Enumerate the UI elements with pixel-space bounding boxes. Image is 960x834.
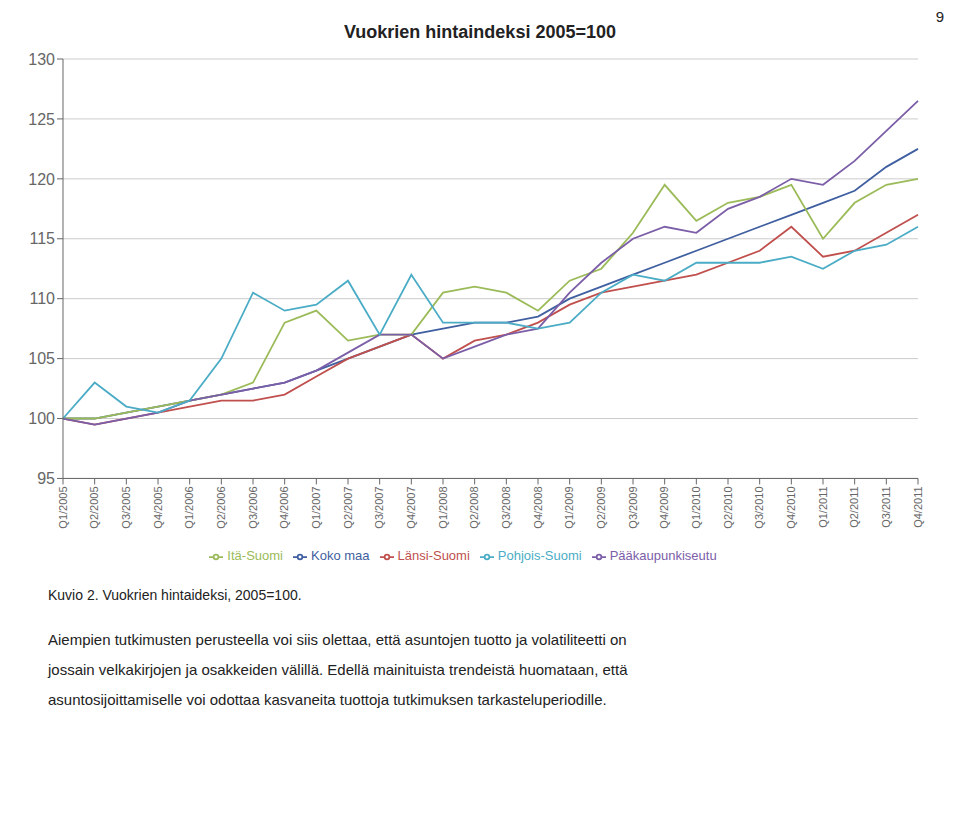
html-text:Kuvio 2. Vuokrien hintaideksi,: Kuvio 2. Vuokrien hintaideksi, 2005=100. xyxy=(48,587,302,603)
svg-text:110: 110 xyxy=(29,290,55,307)
html-text:Länsi-Suomi: Länsi-Suomi xyxy=(397,548,470,564)
svg-text:Q1/2010: Q1/2010 xyxy=(690,486,702,528)
svg-text:Q4/2008: Q4/2008 xyxy=(532,486,544,528)
svg-text:Q4/2007: Q4/2007 xyxy=(405,486,417,528)
svg-text:Q1/2008: Q1/2008 xyxy=(437,486,449,528)
html-text:Itä-Suomi: Itä-Suomi xyxy=(227,548,283,564)
svg-text:Q1/2009: Q1/2009 xyxy=(563,486,575,528)
svg-text:Q4/2011: Q4/2011 xyxy=(912,486,924,527)
svg-text:105: 105 xyxy=(28,350,55,367)
svg-text:Q2/2005: Q2/2005 xyxy=(88,486,100,528)
svg-text:95: 95 xyxy=(37,470,55,487)
html-text:Pääkaupunkiseutu: Pääkaupunkiseutu xyxy=(609,548,717,564)
svg-text:Q3/2006: Q3/2006 xyxy=(247,486,259,528)
svg-text:Q4/2009: Q4/2009 xyxy=(658,486,670,528)
svg-text:Q3/2008: Q3/2008 xyxy=(500,486,512,528)
svg-text:Q2/2011: Q2/2011 xyxy=(848,486,860,527)
svg-text:Q3/2010: Q3/2010 xyxy=(753,486,765,528)
html-text:Vuokrien hintaindeksi 2005=100: Vuokrien hintaindeksi 2005=100 xyxy=(344,22,616,42)
svg-text:Q2/2007: Q2/2007 xyxy=(342,486,354,528)
svg-text:130: 130 xyxy=(28,51,55,68)
svg-text:Q1/2011: Q1/2011 xyxy=(817,486,829,527)
html-text:Pohjois-Suomi: Pohjois-Suomi xyxy=(497,548,582,564)
svg-text:Q1/2007: Q1/2007 xyxy=(310,486,322,528)
svg-text:120: 120 xyxy=(28,171,55,188)
svg-text:Q2/2010: Q2/2010 xyxy=(722,486,734,528)
html-text:Koko maa: Koko maa xyxy=(311,548,370,564)
svg-text:Q2/2008: Q2/2008 xyxy=(468,486,480,528)
svg-text:Q3/2009: Q3/2009 xyxy=(627,486,639,528)
html-text:asuntosijoittamiselle voi odot: asuntosijoittamiselle voi odottaa kasvan… xyxy=(48,691,607,708)
svg-text:Q4/2010: Q4/2010 xyxy=(785,486,797,528)
html-text:jossain velkakirjojen ja osakk: jossain velkakirjojen ja osakkeiden väli… xyxy=(48,661,628,678)
svg-text:Q2/2006: Q2/2006 xyxy=(215,486,227,528)
svg-text:115: 115 xyxy=(29,230,55,247)
svg-text:Q4/2005: Q4/2005 xyxy=(152,486,164,528)
svg-text:Q4/2006: Q4/2006 xyxy=(278,486,290,528)
svg-text:Q1/2005: Q1/2005 xyxy=(57,486,69,528)
svg-text:Q3/2011: Q3/2011 xyxy=(880,486,892,527)
svg-text:Q2/2009: Q2/2009 xyxy=(595,486,607,528)
svg-text:125: 125 xyxy=(28,111,55,128)
html-text:Aiempien tutkimusten perusteel: Aiempien tutkimusten perusteella voi sii… xyxy=(48,631,627,648)
html-text:9: 9 xyxy=(935,8,944,25)
svg-text:Q1/2006: Q1/2006 xyxy=(183,486,195,528)
svg-text:Q3/2005: Q3/2005 xyxy=(120,486,132,528)
svg-text:Q3/2007: Q3/2007 xyxy=(373,486,385,528)
svg-text:100: 100 xyxy=(28,410,55,427)
